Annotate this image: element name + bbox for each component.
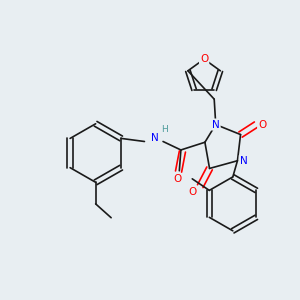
Text: N: N [240,156,248,166]
Text: O: O [188,187,196,197]
Text: O: O [173,174,181,184]
Text: H: H [161,125,168,134]
Text: O: O [258,119,266,130]
Text: O: O [200,54,208,64]
Text: N: N [152,133,159,142]
Text: N: N [212,119,220,130]
